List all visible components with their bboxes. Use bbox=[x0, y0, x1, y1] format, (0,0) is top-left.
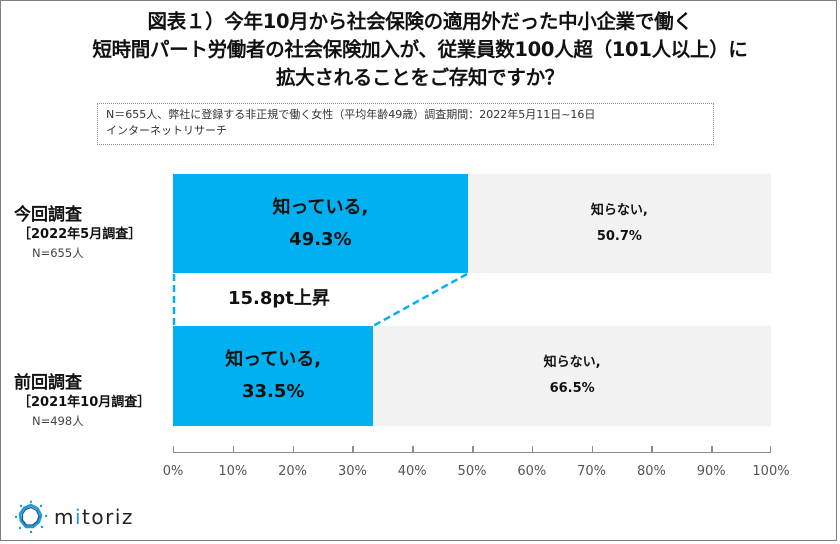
title-line-1: 図表１）今年10月から社会保険の適用外だった中小企業で働く bbox=[147, 10, 693, 33]
x-tick-label: 0% bbox=[162, 464, 184, 479]
axis-tick bbox=[651, 446, 653, 453]
bar-previous: 知っている, 33.5% 知らない, 66.5% bbox=[173, 326, 771, 426]
axis-tick bbox=[292, 446, 295, 453]
axis-tick bbox=[412, 446, 414, 453]
x-tick-label: 20% bbox=[278, 464, 308, 479]
mitoriz-logo: mitoriz bbox=[14, 500, 134, 534]
segment-value: 33.5% bbox=[241, 381, 305, 402]
axis-tick bbox=[711, 446, 713, 453]
segment-label: 知らない, bbox=[590, 202, 648, 218]
row-label-sub: ［2021年10月調査］ bbox=[18, 395, 151, 410]
x-tick-label: 30% bbox=[337, 464, 367, 479]
x-tick-label: 60% bbox=[517, 464, 547, 479]
bar-segment-known: 知っている, 49.3% bbox=[173, 174, 468, 273]
x-tick-label: 50% bbox=[457, 464, 487, 479]
bar-segment-unknown: 知らない, 66.5% bbox=[373, 326, 771, 426]
bar-segment-known: 知っている, 33.5% bbox=[173, 326, 374, 426]
axis-tick bbox=[472, 446, 474, 453]
segment-label: 知らない, bbox=[543, 355, 601, 370]
note-line-2: インターネットリサーチ bbox=[106, 124, 227, 137]
logo-wordmark: mitoriz bbox=[54, 505, 134, 529]
row-label-current: 今回調査 ［2022年5月調査］ N=655人 bbox=[14, 204, 141, 262]
segment-label: 知っている, bbox=[225, 349, 322, 370]
survey-note: N＝655人、弊社に登録する非正規で働く女性（平均年齢49歳）調査期間：2022… bbox=[97, 103, 714, 145]
axis-tick bbox=[531, 446, 534, 453]
row-label-n: N=655人 bbox=[32, 246, 84, 260]
x-tick-label: 10% bbox=[218, 464, 248, 479]
title-line-3: 拡大されることをご存知ですか？ bbox=[275, 66, 564, 89]
x-tick-label: 90% bbox=[696, 464, 726, 479]
chart-title: 図表１）今年10月から社会保険の適用外だった中小企業で働く 短時間パート労働者の… bbox=[0, 8, 840, 92]
note-line-1: N＝655人、弊社に登録する非正規で働く女性（平均年齢49歳）調査期間：2022… bbox=[106, 108, 596, 121]
axis-tick bbox=[232, 446, 235, 453]
row-label-main: 今回調査 bbox=[14, 205, 82, 225]
mitoriz-logo-icon bbox=[14, 500, 48, 534]
logo-text-toriz: toriz bbox=[82, 505, 134, 529]
row-label-n: N=498人 bbox=[32, 414, 84, 428]
change-annotation: 15.8pt上昇 bbox=[228, 288, 330, 309]
axis-tick bbox=[769, 446, 771, 453]
segment-label: 知っている, bbox=[272, 196, 369, 218]
segment-value: 49.3% bbox=[289, 228, 352, 250]
axis-tick bbox=[352, 446, 354, 453]
row-label-sub: ［2022年5月調査］ bbox=[18, 227, 142, 242]
logo-text-i: i bbox=[74, 505, 83, 529]
bar-segment-unknown: 知らない, 50.7% bbox=[467, 174, 771, 273]
row-label-previous: 前回調査 ［2021年10月調査］ N=498人 bbox=[14, 372, 150, 430]
segment-value: 66.5% bbox=[549, 381, 595, 396]
x-tick-label: 70% bbox=[577, 464, 607, 479]
axis-tick bbox=[591, 446, 594, 453]
x-tick-label: 80% bbox=[636, 464, 666, 479]
title-line-2: 短時間パート労働者の社会保険加入が、従業員数100人超（101人以上）に bbox=[92, 38, 748, 61]
x-tick-label: 100% bbox=[752, 464, 790, 479]
x-tick-label: 40% bbox=[397, 464, 427, 479]
logo-text-m: m bbox=[54, 505, 75, 529]
segment-value: 50.7% bbox=[596, 228, 642, 244]
row-label-main: 前回調査 bbox=[14, 373, 82, 393]
bar-current: 知っている, 49.3% 知らない, 50.7% bbox=[173, 174, 771, 273]
